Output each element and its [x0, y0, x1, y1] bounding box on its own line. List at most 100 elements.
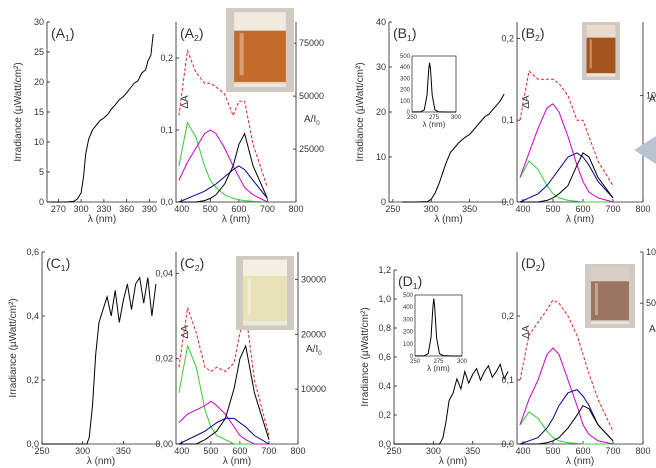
y-tick-label: 15 [34, 107, 44, 117]
panel-label: (D1) [398, 273, 422, 291]
x-tick-label: 800 [288, 204, 303, 214]
series-line-4 [178, 344, 270, 445]
irradiance-line [394, 362, 509, 445]
y-tick-label: 30 [34, 17, 44, 27]
panel-label: (B2) [521, 25, 545, 43]
y2-tick-label: 25000 [299, 144, 324, 154]
x-tick-label: 400 [515, 204, 530, 214]
series-line-1 [178, 121, 268, 203]
x-tick-label: 360 [119, 204, 134, 214]
x-tick-label: 250 [386, 446, 401, 456]
panel-b1: 250 300 350 0 10 20 30 40 λ (nm) Irradiance (µWat… [355, 17, 508, 225]
inset-y-tick-label: 0 [410, 354, 414, 360]
inset-y-tick-label: 500 [400, 54, 411, 60]
y-tick-label: 0,4 [378, 381, 391, 391]
y-tick-label: 0,0 [26, 439, 39, 449]
y-axis-label: ΔA [180, 95, 191, 109]
x-tick-label: 250 [34, 446, 49, 456]
x-tick-label: 350 [465, 446, 480, 456]
y-tick-label: 0 [381, 197, 386, 207]
x-tick-label: 390 [142, 204, 157, 214]
sample-vial-photo [582, 22, 620, 80]
y-tick-label: 1,0 [378, 294, 391, 304]
y-axis-label: Irradiance (µWatt/cm²) [355, 62, 366, 161]
inset-y-tick-label: 400 [403, 305, 414, 311]
x-tick-label: 300 [74, 204, 89, 214]
y2-tick-label: 50000 [299, 91, 324, 101]
x-tick-label: 700 [605, 204, 620, 214]
sample-vial-photo [226, 8, 294, 92]
inset-y-tick-label: 400 [400, 65, 411, 71]
inset-y-tick-label: 100 [400, 99, 411, 105]
x-tick-label: 350 [462, 204, 477, 214]
series-line-2 [519, 103, 614, 203]
x-axis-label: λ (nm) [434, 214, 462, 225]
y2-tick-label: 10 [646, 91, 656, 101]
x-axis-label: λ (nm) [223, 456, 251, 467]
series-line-5 [519, 299, 614, 432]
panel-label: (A2) [180, 25, 204, 43]
x-tick-label: 400 [174, 446, 189, 456]
y-tick-label: 0,1 [501, 375, 514, 385]
y2-tick-label: 10 [646, 247, 656, 257]
x-tick-label: 800 [635, 446, 650, 456]
x-tick-label: 250 [385, 204, 400, 214]
x-axis-label: λ (nm) [222, 214, 250, 225]
series-line-4 [520, 152, 614, 203]
y-tick-label: 10 [376, 152, 386, 162]
y-tick-label: 0,1 [160, 125, 173, 135]
y-tick-label: 0,2 [501, 311, 514, 321]
series-line-4 [520, 404, 614, 445]
inset-y-tick-label: 200 [400, 88, 411, 94]
y2-tick-label: 20000 [301, 329, 326, 339]
panel-a1: 270 300 330 360 390 0 5 10 15 20 25 30 λ (nm) Irradia… [13, 17, 157, 225]
inset-x-tick-label: 275 [429, 115, 440, 121]
y-axis-label: Irradiance (µWatt/cm²) [8, 298, 19, 397]
series-line-2 [519, 347, 614, 445]
x-tick-label: 500 [545, 446, 560, 456]
panel-a2: 400 500 600 700 800 0,0 0,1 0,2 25000 50000 75000 λ… [160, 8, 324, 225]
y-tick-label: 0,00 [155, 439, 173, 449]
series-line-5 [519, 70, 614, 186]
y-tick-label: 0,04 [155, 268, 173, 278]
y-tick-label: 30 [376, 62, 386, 72]
x-tick-label: 270 [51, 204, 66, 214]
x-axis-label: λ (nm) [87, 456, 115, 467]
series-line-1 [178, 344, 269, 445]
x-tick-label: 350 [116, 446, 131, 456]
panel-d1: 250 300 350 0,0 0,2 0,4 0,6 0,8 1,0 1,2 λ (nm) Irra… [360, 265, 512, 467]
x-axis-label: λ (nm) [88, 214, 116, 225]
y-tick-label: 20 [376, 107, 386, 117]
x-tick-label: 300 [75, 446, 90, 456]
irradiance-line [42, 276, 157, 445]
y-tick-label: 0,8 [378, 323, 391, 333]
inset-spectrum: 0 100 200 300 400 500 250 275 300 λ (nm) [400, 54, 462, 129]
inset-y-tick-label: 300 [400, 76, 411, 82]
x-tick-label: 400 [174, 204, 189, 214]
irradiance-line [402, 93, 505, 203]
x-tick-label: 800 [290, 446, 305, 456]
series-line-2 [178, 129, 268, 203]
inset-x-axis-label: λ (nm) [427, 364, 450, 373]
x-tick-label: 330 [96, 204, 111, 214]
series-line-3 [519, 152, 614, 203]
y2-tick-label: 30000 [301, 274, 326, 284]
secondary-y-axis-label: A/I0 [306, 344, 322, 357]
x-tick-label: 600 [232, 446, 247, 456]
inset-y-tick-label: 100 [403, 342, 414, 348]
x-tick-label: 500 [203, 204, 218, 214]
series-line-3 [519, 389, 614, 445]
y-tick-label: 0,02 [155, 354, 173, 364]
axes [516, 22, 643, 203]
x-axis-label: λ (nm) [439, 456, 467, 467]
panel-label: (D2) [521, 255, 545, 273]
inset-spectrum: 0 100 200 300 400 500 250 275 300 λ (nm) [403, 293, 468, 373]
y-tick-label: 0,6 [26, 247, 39, 257]
x-tick-label: 500 [203, 446, 218, 456]
panel-c2: 400 500 600 700 800 0,00 0,02 0,04 10000 20000 300… [155, 252, 326, 467]
y-axis-label: ΔA [521, 95, 532, 109]
axes [41, 252, 160, 445]
y2-tick-label: 75000 [299, 38, 324, 48]
series-line-5 [178, 48, 268, 188]
